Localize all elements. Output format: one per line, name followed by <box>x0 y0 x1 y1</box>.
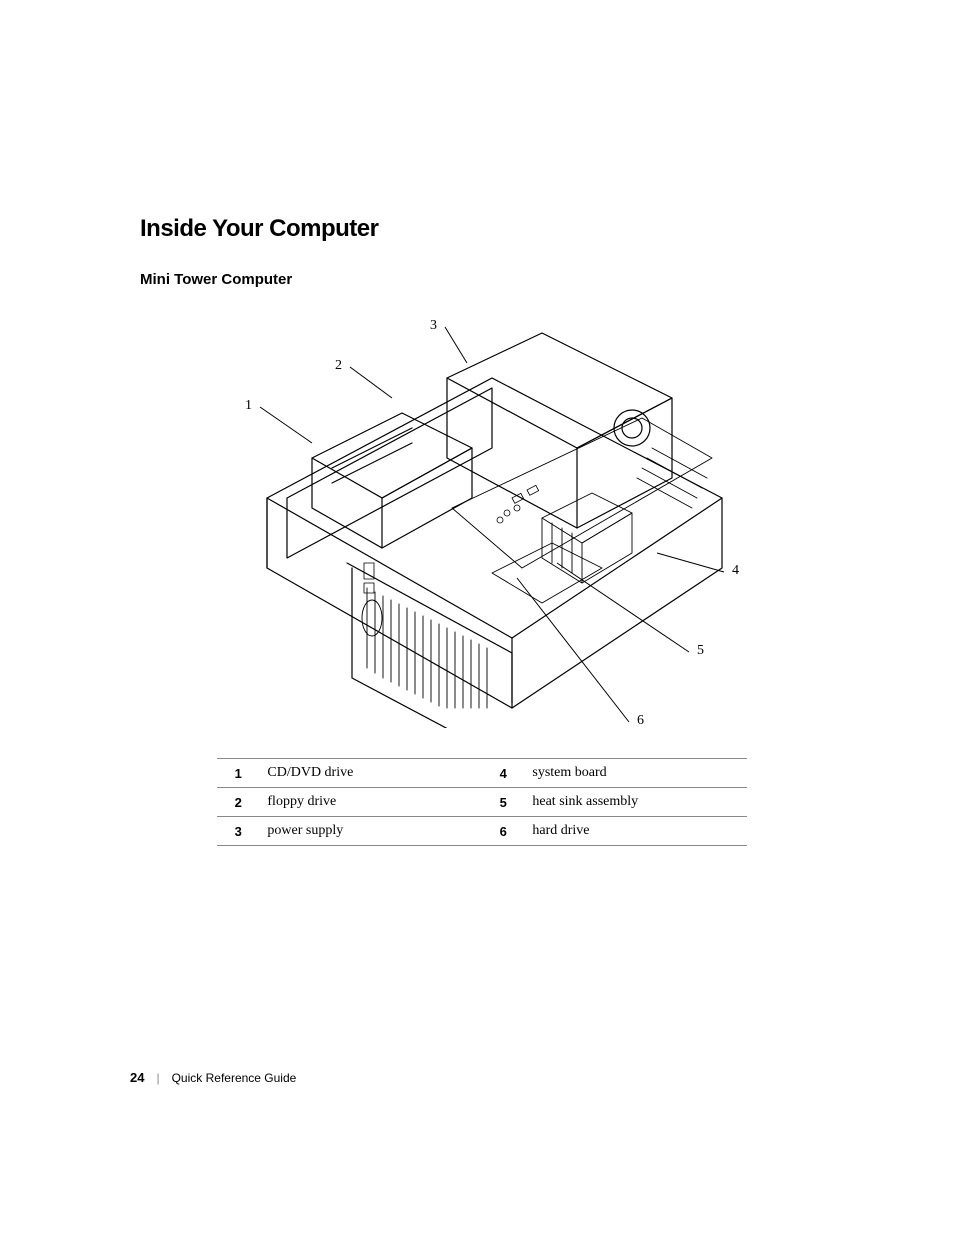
legend-label: system board <box>524 759 747 788</box>
legend-num: 4 <box>482 759 524 788</box>
page-footer: 24 | Quick Reference Guide <box>130 1070 296 1085</box>
legend-num: 1 <box>217 759 259 788</box>
callout-number: 5 <box>697 643 704 658</box>
diagram-container: 1 2 3 4 5 6 <box>140 308 824 728</box>
table-row: 1CD/DVD drive4system board <box>217 759 747 788</box>
callout-number: 6 <box>637 713 644 728</box>
table-row: 2floppy drive5heat sink assembly <box>217 788 747 817</box>
legend-label: power supply <box>259 817 482 846</box>
legend-table: 1CD/DVD drive4system board2floppy drive5… <box>217 758 747 846</box>
page-number: 24 <box>130 1070 144 1085</box>
legend-label: hard drive <box>524 817 747 846</box>
callout-number: 4 <box>732 563 739 578</box>
page-heading: Inside Your Computer <box>140 215 824 243</box>
page-subheading: Mini Tower Computer <box>140 271 824 288</box>
footer-divider: | <box>156 1071 159 1085</box>
guide-title: Quick Reference Guide <box>172 1071 297 1085</box>
table-row: 3power supply6hard drive <box>217 817 747 846</box>
legend-num: 3 <box>217 817 259 846</box>
callout-number: 1 <box>245 398 252 413</box>
callout-number: 3 <box>430 318 437 333</box>
legend-num: 2 <box>217 788 259 817</box>
callout-number: 2 <box>335 358 342 373</box>
computer-diagram: 1 2 3 4 5 6 <box>212 308 752 728</box>
legend-label: floppy drive <box>259 788 482 817</box>
legend-label: heat sink assembly <box>524 788 747 817</box>
legend-label: CD/DVD drive <box>259 759 482 788</box>
legend-num: 5 <box>482 788 524 817</box>
legend-num: 6 <box>482 817 524 846</box>
